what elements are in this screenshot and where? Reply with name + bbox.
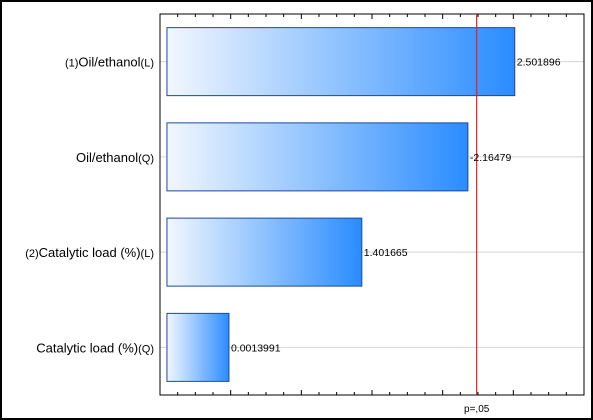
category-label: Catalytic load (%)(Q) [36, 340, 154, 355]
category-label: Oil/ethanol(Q) [76, 150, 154, 165]
plot-axes [159, 13, 585, 396]
significance-label: p=,05 [464, 404, 490, 415]
bars [166, 27, 516, 382]
value-label: 1.401665 [364, 247, 408, 259]
labels: 2.501896 (1)Oil/ethanol(L) -2.16479 Oil/eth… [25, 55, 560, 415]
value-label: -2.16479 [470, 152, 512, 164]
grid-lines [160, 61, 584, 348]
category-label: (1)Oil/ethanol(L) [65, 55, 154, 70]
value-label: 2.501896 [517, 57, 561, 69]
category-label: (2)Catalytic load (%)(L) [25, 245, 154, 260]
bar [166, 312, 230, 382]
bar [166, 122, 469, 192]
bar [166, 27, 516, 97]
value-label: 0.0013991 [231, 342, 281, 354]
bar [166, 217, 363, 287]
